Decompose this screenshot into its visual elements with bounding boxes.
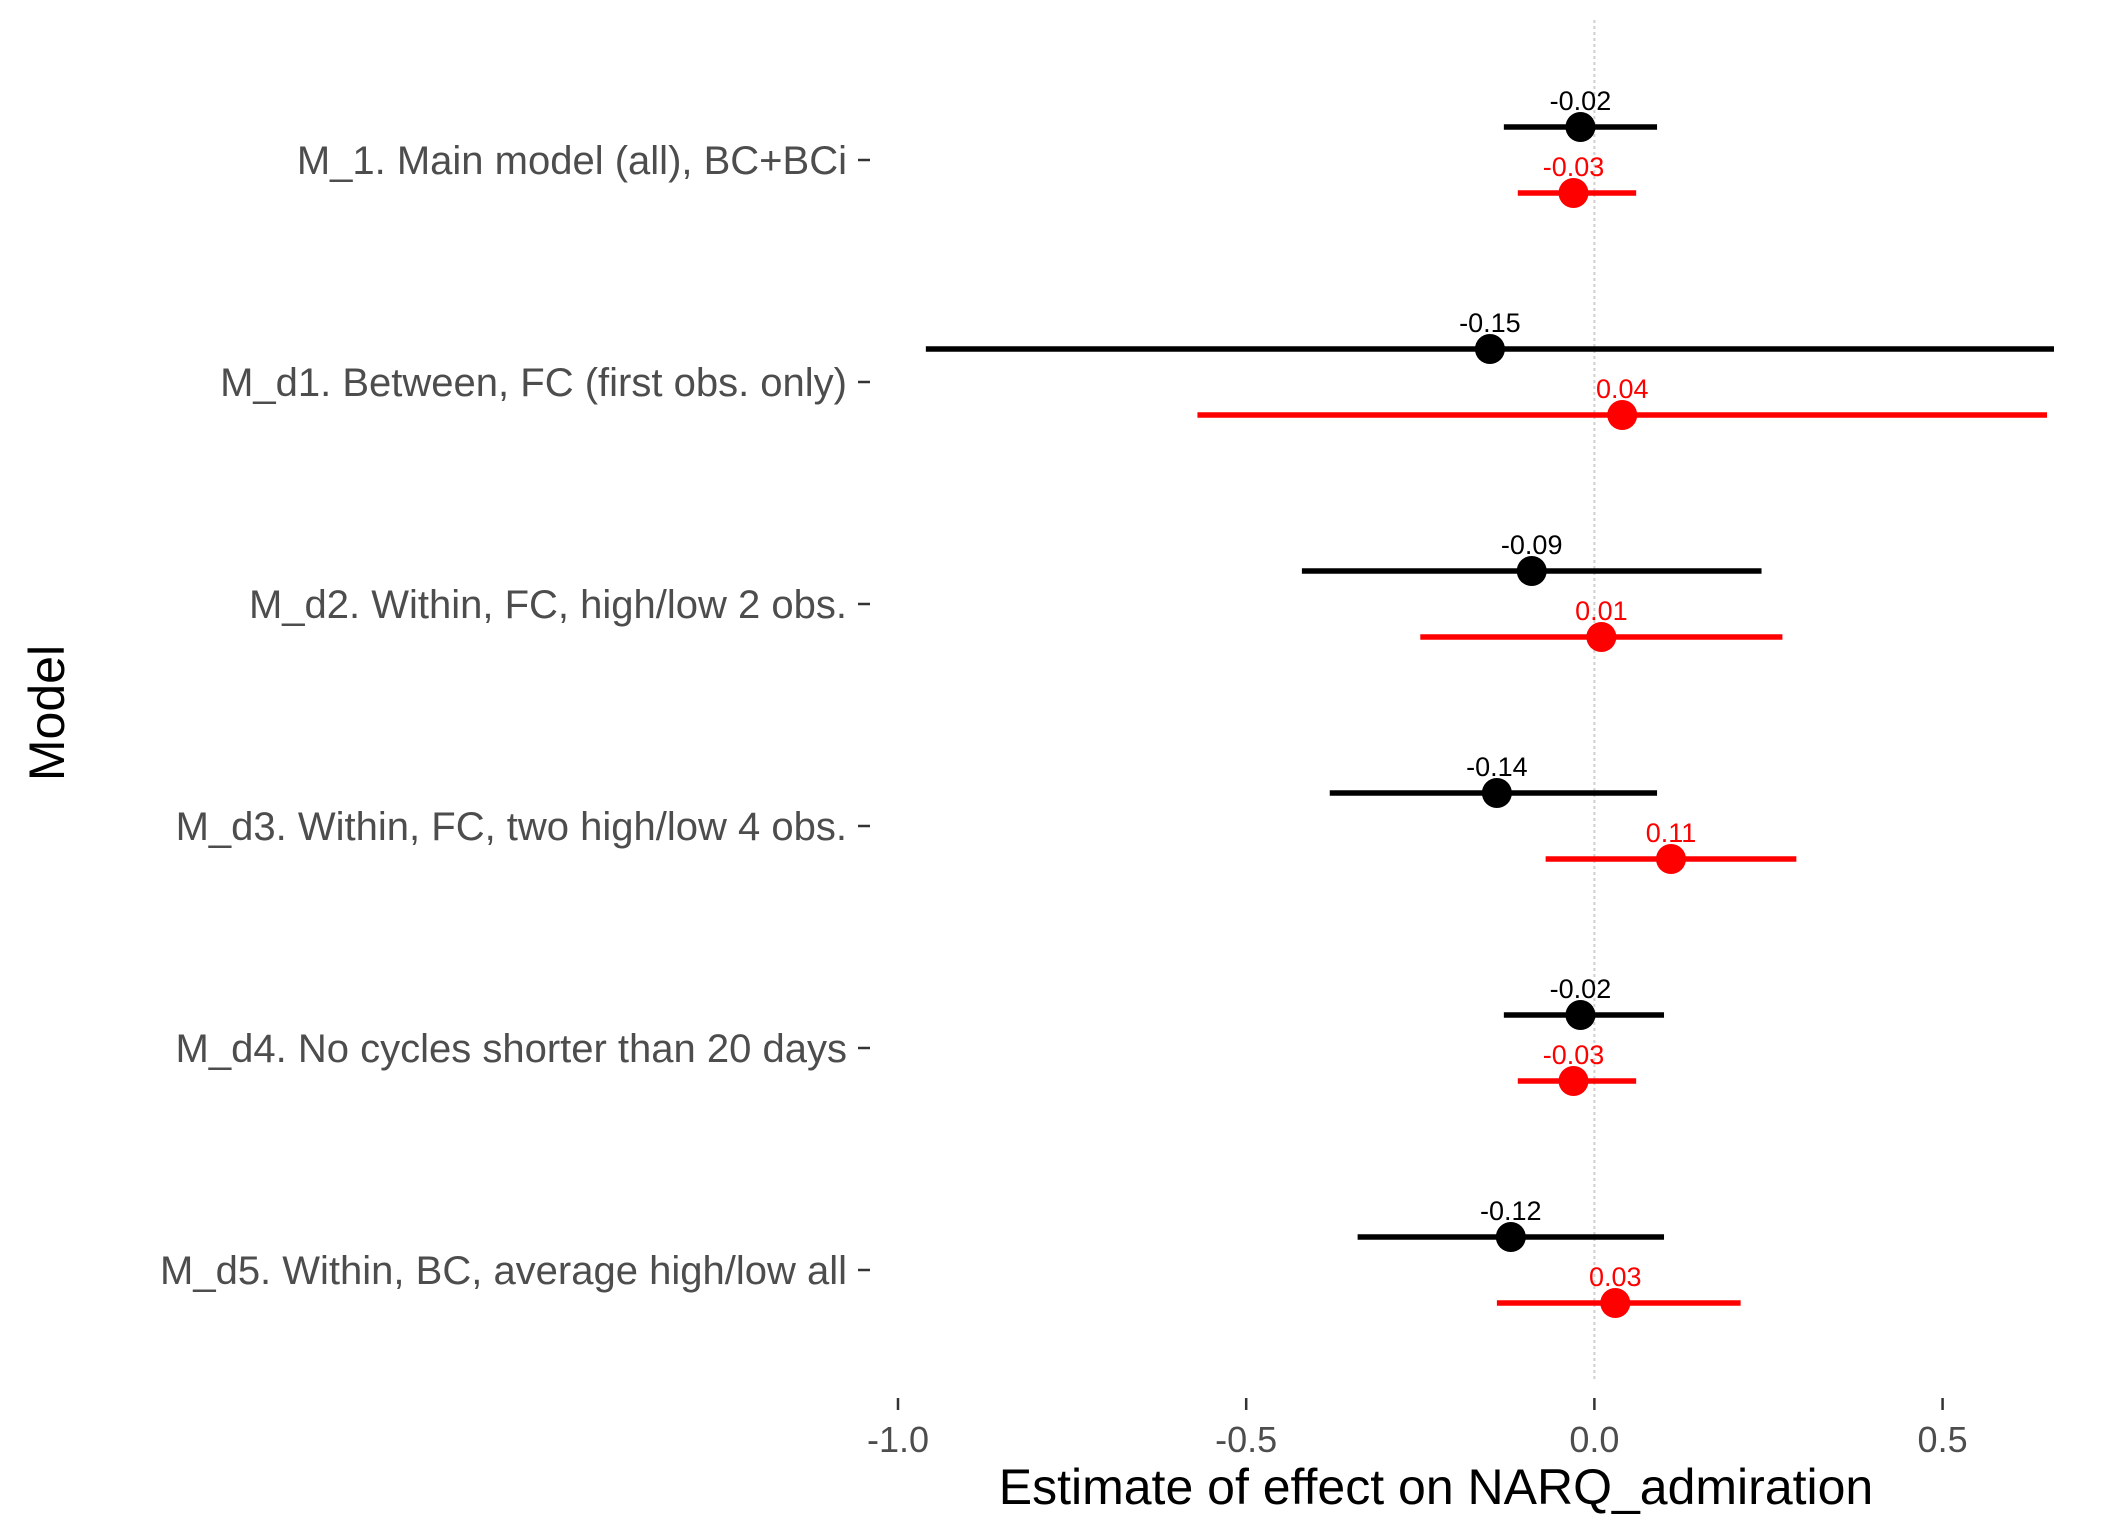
estimate-point [1495, 1222, 1526, 1252]
x-tick-label: 0.0 [1569, 1419, 1619, 1460]
x-axis-title: Estimate of effect on NARQ_admiration [999, 1459, 1874, 1515]
estimate-point [1516, 556, 1547, 586]
estimate-value-label: -0.02 [1550, 86, 1612, 116]
estimate-point [1607, 400, 1638, 430]
estimate-value-label: -0.09 [1501, 530, 1563, 560]
estimate-value-label: -0.15 [1459, 308, 1521, 338]
series-1: -0.03 0.04 0.01 0.11 -0.03 0.03 [1197, 152, 2048, 1318]
estimate-value-label: -0.14 [1466, 752, 1528, 782]
estimate-point [1558, 178, 1589, 208]
estimate-point [1565, 112, 1596, 142]
estimate-value-label: -0.03 [1543, 1040, 1605, 1070]
estimate-point [1655, 844, 1686, 874]
x-tick-layer: -1.0 -0.5 0.0 0.5 [867, 1398, 1968, 1460]
estimate-point [1586, 622, 1617, 652]
x-tick-label: 0.5 [1918, 1419, 1968, 1460]
series-0: -0.02 -0.15 -0.09 -0.14 -0.02 -0.12 [925, 86, 2054, 1252]
estimate-point [1481, 778, 1512, 808]
x-tick-label: -0.5 [1215, 1419, 1277, 1460]
estimate-point [1600, 1288, 1631, 1318]
y-category-label: M_d3. Within, FC, two high/low 4 obs. [176, 805, 847, 849]
y-category-label: M_d1. Between, FC (first obs. only) [220, 361, 847, 405]
estimate-value-label: 0.04 [1596, 374, 1649, 404]
x-tick-label: -1.0 [867, 1419, 929, 1460]
estimate-value-label: -0.03 [1543, 152, 1605, 182]
y-category-label: M_1. Main model (all), BC+BCi [297, 139, 847, 183]
estimate-point [1558, 1066, 1589, 1096]
y-category-label: M_d2. Within, FC, high/low 2 obs. [249, 583, 847, 627]
estimate-value-label: -0.02 [1550, 974, 1612, 1004]
y-category-layer: M_1. Main model (all), BC+BCi M_d1. Betwe… [160, 139, 870, 1293]
estimate-point [1565, 1000, 1596, 1030]
estimate-value-label: 0.03 [1589, 1262, 1642, 1292]
estimate-value-label: 0.11 [1646, 818, 1697, 848]
estimate-point [1474, 334, 1505, 364]
estimate-value-label: 0.01 [1575, 596, 1628, 626]
series-layer: -0.02 -0.15 -0.09 -0.14 -0.02 -0.12 -0.03 0.04 0… [925, 86, 2054, 1318]
estimate-value-label: -0.12 [1480, 1196, 1542, 1226]
y-category-label: M_d5. Within, BC, average high/low all [160, 1249, 847, 1293]
y-axis-title: Model [19, 645, 75, 781]
y-category-label: M_d4. No cycles shorter than 20 days [176, 1027, 847, 1071]
